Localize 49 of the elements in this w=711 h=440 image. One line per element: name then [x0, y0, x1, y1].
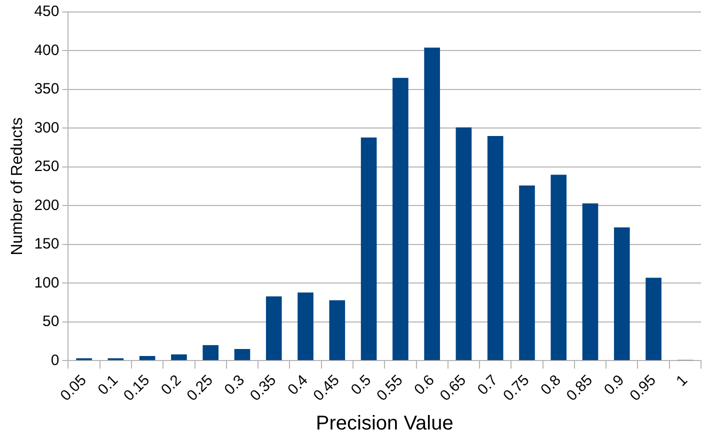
y-tick-label: 0	[50, 352, 60, 369]
x-tick-label: 0.9	[600, 372, 628, 398]
x-tick-label: 0.1	[94, 372, 122, 398]
y-tick-label: 450	[34, 3, 60, 20]
x-tick-label: 0.6	[411, 372, 438, 398]
x-tick-label: 0.55	[374, 372, 406, 404]
x-tick-label: 0.35	[246, 372, 280, 404]
bar	[360, 138, 377, 360]
x-tick-label: 0.75	[500, 372, 533, 404]
bar	[234, 349, 250, 360]
bar	[392, 78, 408, 360]
y-tick-label: 50	[42, 313, 60, 330]
x-tick-label: 0.25	[184, 372, 216, 404]
y-tick-label: 400	[34, 42, 60, 59]
bar	[487, 136, 504, 360]
bar	[646, 278, 662, 360]
x-tick-label: 0.4	[284, 372, 312, 398]
y-axis-title: Number of Reducts	[9, 117, 26, 256]
y-tick-label: 100	[34, 274, 60, 292]
bar	[298, 292, 314, 360]
bar	[202, 345, 219, 360]
bar	[266, 296, 282, 360]
bar	[519, 186, 535, 360]
bar	[456, 127, 472, 360]
x-tick-label: 0.65	[436, 372, 470, 404]
y-tick-label: 350	[34, 80, 60, 98]
y-tick-label: 300	[34, 119, 60, 136]
y-tick-label: 250	[34, 158, 60, 176]
x-tick-label: 0.95	[626, 372, 660, 404]
x-tick-label: 0.05	[57, 372, 90, 404]
x-tick-label: 0.8	[538, 372, 564, 398]
bar	[550, 174, 567, 360]
bar	[171, 354, 187, 360]
x-tick-label: 0.45	[310, 372, 343, 404]
y-tick-label: 150	[34, 236, 60, 253]
x-tick-label: 0.3	[221, 372, 248, 398]
x-tick-label: 0.5	[348, 372, 375, 398]
x-tick-label: 0.85	[563, 372, 596, 404]
bar	[424, 48, 440, 360]
x-tick-label: 0.2	[158, 372, 185, 398]
x-axis-title: Precision Value	[316, 412, 454, 435]
bar	[329, 300, 346, 360]
y-tick-label: 200	[34, 196, 60, 214]
x-tick-label: 1	[673, 372, 691, 390]
bar	[614, 227, 630, 360]
bar	[582, 203, 598, 360]
x-tick-label: 0.15	[120, 372, 154, 404]
bar	[139, 356, 156, 360]
x-tick-label: 0.7	[474, 372, 502, 398]
